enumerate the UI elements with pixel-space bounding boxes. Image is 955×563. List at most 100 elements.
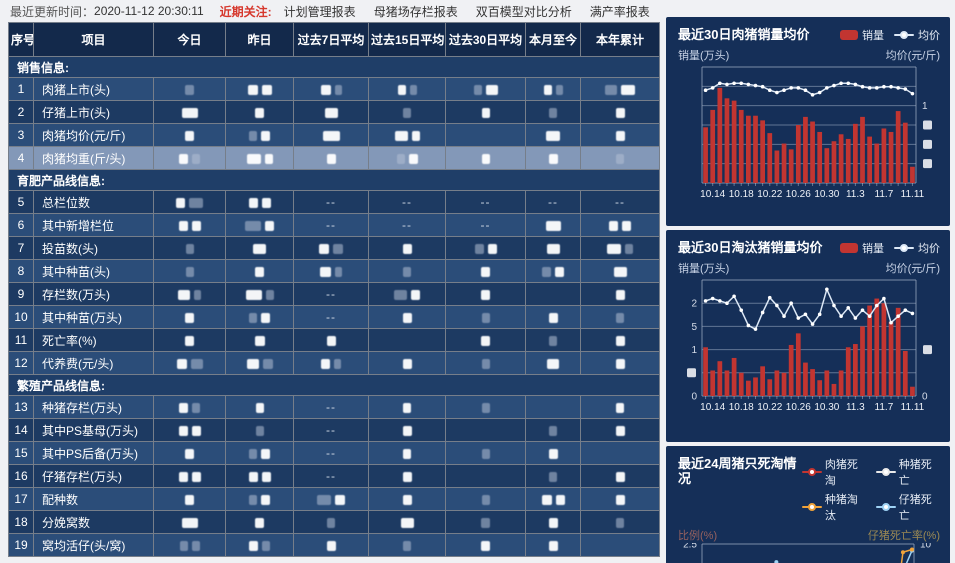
table-header-row: 序号 项目 今日 昨日 过去7日平均 过去15日平均 过去30日平均 本月至今 本年累计	[8, 22, 660, 57]
value-cell-redacted	[525, 351, 581, 375]
table-row-9[interactable]: 9 存栏数(万头) --	[8, 282, 660, 306]
value-cell-redacted	[580, 213, 660, 237]
legend-item-销量[interactable]: 销量	[840, 27, 884, 43]
price-point	[903, 308, 908, 312]
legend-item-销量[interactable]: 销量	[840, 240, 884, 256]
value-cell-redacted	[225, 395, 294, 419]
sales-bar	[717, 361, 723, 396]
sales-bar	[774, 150, 780, 183]
value-cell-redacted	[293, 351, 369, 375]
value-cell-empty	[525, 395, 581, 419]
value-cell-redacted	[368, 533, 446, 557]
value-cell-dashes: --	[368, 190, 446, 214]
column-header-3: 昨日	[225, 22, 294, 57]
table-row-12[interactable]: 12 代养费(元/头)	[8, 351, 660, 375]
price-point	[782, 314, 786, 318]
value-cell-redacted	[368, 123, 446, 147]
row-number: 3	[8, 123, 34, 147]
table-row-15[interactable]: 15 其中PS后备(万头) --	[8, 441, 660, 465]
value-cell-redacted	[580, 418, 660, 442]
x-axis-label: 11.7	[875, 189, 894, 200]
svg-text:5: 5	[691, 322, 697, 333]
table-row-2[interactable]: 2 仔猪上市(头)	[8, 100, 660, 124]
table-row-18[interactable]: 18 分娩窝数	[8, 510, 660, 534]
price-point	[718, 81, 722, 86]
legend-item-种猪死亡[interactable]: 种猪死亡	[876, 456, 940, 488]
legend-bar-swatch-icon	[840, 30, 858, 40]
legend-label: 均价	[918, 243, 940, 255]
x-axis-label: 10.14	[700, 402, 725, 413]
section-row: 繁殖产品线信息:	[8, 374, 660, 396]
legend-item-种猪淘汰[interactable]: 种猪淘汰	[802, 491, 866, 523]
sales-bar	[710, 109, 716, 183]
sales-bar	[824, 148, 830, 183]
sales-bar	[881, 128, 887, 183]
sales-bar	[902, 350, 908, 396]
topbar-link-model-compare[interactable]: 双百模型对比分析	[475, 4, 572, 19]
sales-bar	[824, 370, 830, 396]
value-cell-empty	[445, 418, 526, 442]
legend-label: 种猪淘汰	[824, 494, 858, 522]
price-point	[703, 299, 708, 303]
table-row-14[interactable]: 14 其中PS基母(万头) --	[8, 418, 660, 442]
price-point	[710, 86, 715, 90]
legend-item-均价[interactable]: 均价	[894, 27, 940, 43]
value-cell-redacted	[225, 328, 294, 352]
legend-item-仔猪死亡[interactable]: 仔猪死亡	[876, 491, 940, 523]
price-point	[753, 83, 758, 88]
value-cell-redacted	[445, 236, 526, 260]
column-header-5: 过去15日平均	[368, 22, 446, 57]
sales-bar	[895, 111, 901, 183]
sales-bar	[817, 131, 823, 183]
column-header-0: 序号	[8, 22, 34, 57]
value-cell-redacted	[368, 487, 446, 511]
table-row-16[interactable]: 16 仔猪存栏(万头) --	[8, 464, 660, 488]
row-number: 9	[8, 282, 34, 306]
row-item-label: 肉猪上市(头)	[33, 77, 154, 101]
value-cell-redacted	[293, 510, 369, 534]
table-row-13[interactable]: 13 种猪存栏(万头) --	[8, 395, 660, 419]
column-header-6: 过去30日平均	[445, 22, 526, 57]
price-point	[732, 294, 736, 299]
topbar-link-plan-report[interactable]: 计划管理报表	[283, 4, 356, 19]
value-cell-redacted	[445, 328, 526, 352]
price-point	[803, 88, 808, 92]
value-cell-redacted	[580, 77, 660, 101]
sales-bar	[881, 303, 887, 396]
table-row-19[interactable]: 19 窝均活仔(头/窝)	[8, 533, 660, 557]
table-row-1[interactable]: 1 肉猪上市(头)	[8, 77, 660, 101]
row-item-label: 仔猪上市(头)	[33, 100, 154, 124]
value-cell-redacted	[153, 441, 226, 465]
price-point	[867, 86, 872, 90]
table-row-17[interactable]: 17 配种数	[8, 487, 660, 511]
topbar-link-sow-farm-report[interactable]: 母猪场存栏报表	[373, 4, 458, 19]
topbar-link-capacity-report[interactable]: 满产率报表	[589, 4, 650, 19]
sales-bar	[738, 372, 744, 396]
price-point	[782, 88, 786, 92]
row-item-label: 其中PS基母(万头)	[33, 418, 154, 442]
value-cell-dashes: --	[293, 464, 369, 488]
chart3-legend: 肉猪死淘 种猪死亡 种猪淘汰 仔猪死亡	[802, 456, 940, 523]
value-cell-redacted	[368, 236, 446, 260]
table-row-4-selected[interactable]: 4 肉猪均重(斤/头)	[8, 146, 660, 170]
sales-bar	[838, 370, 844, 396]
table-row-7[interactable]: 7 投苗数(头)	[8, 236, 660, 260]
table-row-6[interactable]: 6 其中新增栏位 -- -- --	[8, 213, 660, 237]
legend-bar-swatch-icon	[840, 243, 858, 253]
legend-item-肉猪死淘[interactable]: 肉猪死淘	[802, 456, 866, 488]
column-header-7: 本月至今	[525, 22, 581, 57]
value-cell-redacted	[580, 464, 660, 488]
sales-bar	[731, 100, 737, 183]
value-cell-redacted	[525, 100, 581, 124]
chart2-right-axis-label: 均价(元/斤)	[885, 263, 940, 275]
value-cell-redacted	[225, 351, 294, 375]
table-row-11[interactable]: 11 死亡率(%)	[8, 328, 660, 352]
x-axis-label: 10.26	[786, 402, 811, 413]
table-row-5[interactable]: 5 总栏位数 -- -- -- -- --	[8, 190, 660, 214]
sales-bar	[845, 347, 851, 396]
table-row-8[interactable]: 8 其中种苗(头)	[8, 259, 660, 283]
table-row-10[interactable]: 10 其中种苗(万头) --	[8, 305, 660, 329]
legend-item-均价[interactable]: 均价	[894, 240, 940, 256]
price-point	[853, 82, 858, 87]
table-row-3[interactable]: 3 肉猪均价(元/斤)	[8, 123, 660, 147]
